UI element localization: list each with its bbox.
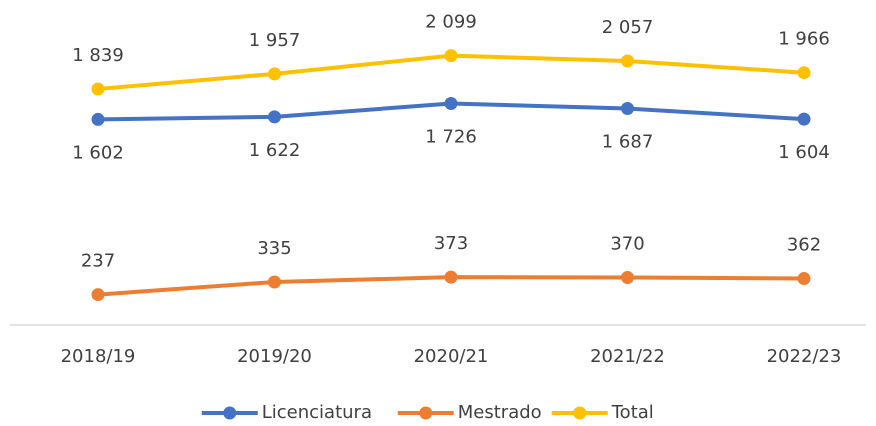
data-label: 1 687 — [602, 132, 654, 153]
data-label: 362 — [787, 235, 821, 256]
point — [268, 275, 281, 289]
legend-label: Total — [611, 402, 654, 423]
legend-marker — [223, 406, 237, 420]
data-label: 1 966 — [778, 29, 830, 50]
data-label: 373 — [434, 233, 468, 254]
legend-label: Mestrado — [458, 402, 542, 423]
data-label: 2 099 — [425, 12, 477, 33]
data-label: 1 622 — [249, 140, 301, 161]
data-label: 335 — [257, 238, 291, 259]
point — [444, 96, 458, 110]
point — [621, 54, 634, 68]
x-tick-label: 2019/20 — [237, 346, 312, 367]
legend-marker — [419, 406, 433, 420]
point — [91, 112, 105, 126]
point — [444, 270, 458, 284]
point — [797, 272, 811, 286]
data-label: 1 604 — [778, 142, 830, 163]
data-label: 1 957 — [249, 30, 301, 51]
x-tick-label: 2022/23 — [767, 346, 842, 367]
data-label: 1 839 — [72, 45, 124, 66]
point — [797, 112, 811, 126]
x-tick-label: 2018/19 — [61, 346, 136, 367]
point — [797, 66, 811, 80]
legend-marker — [573, 406, 587, 420]
point — [91, 82, 105, 96]
x-tick-label: 2021/22 — [590, 346, 665, 367]
data-label: 237 — [81, 251, 115, 272]
point — [621, 102, 634, 116]
x-tick-label: 2020/21 — [414, 346, 489, 367]
data-label: 1 602 — [72, 142, 124, 163]
data-label: 2 057 — [602, 17, 654, 38]
point — [268, 67, 281, 81]
point — [91, 288, 105, 302]
point — [621, 271, 634, 285]
legend-label: Licenciatura — [262, 402, 372, 423]
data-label: 1 726 — [425, 126, 477, 147]
point — [268, 110, 281, 124]
data-label: 370 — [610, 234, 644, 255]
point — [444, 49, 458, 63]
